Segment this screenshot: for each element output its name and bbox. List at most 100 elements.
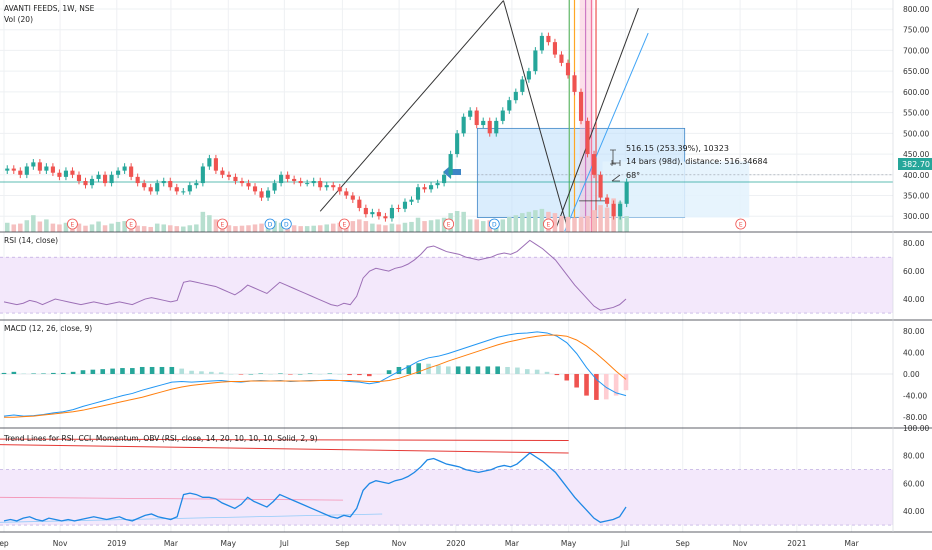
- x-tick-label: Mar: [845, 539, 860, 548]
- macd-histogram-bar: [1, 372, 7, 374]
- macd-histogram-bar: [396, 366, 402, 374]
- volume-bar: [317, 225, 323, 232]
- macd-histogram-bar: [90, 369, 96, 374]
- candle-body: [494, 120, 499, 134]
- macd-histogram-bar: [554, 374, 560, 376]
- candle-body: [168, 181, 173, 188]
- volume-bar: [520, 213, 525, 232]
- macd-histogram-bar: [120, 368, 125, 374]
- macd-tick-label: -40.00: [903, 392, 927, 401]
- candle-body: [546, 35, 551, 43]
- macd-histogram-bar: [574, 374, 579, 388]
- volume-bar: [57, 224, 62, 232]
- candle-body: [578, 91, 584, 121]
- macd-histogram-bar: [594, 374, 599, 400]
- macd-histogram-bar: [268, 374, 273, 375]
- candle-body: [344, 191, 349, 196]
- candle-body: [161, 181, 166, 184]
- price-tick-label: 400.00: [903, 171, 929, 180]
- trendline-steep: [554, 7, 639, 232]
- trendline-red-upper: [0, 438, 569, 441]
- candle-body: [624, 181, 629, 204]
- candle-body: [194, 183, 199, 186]
- candle-body: [96, 174, 101, 179]
- candle-body: [513, 91, 518, 101]
- macd-histogram-bar: [544, 371, 550, 374]
- candle-body: [200, 166, 205, 184]
- candle-body: [442, 174, 447, 184]
- earnings-marker-label: E: [447, 222, 451, 229]
- volume-bar: [115, 221, 121, 232]
- volume-bar: [409, 221, 414, 232]
- candle-body: [350, 195, 355, 200]
- rsi-title: RSI (14, close): [4, 236, 58, 245]
- candle-body: [468, 110, 473, 117]
- candle-body: [422, 187, 427, 190]
- price-tick-label: 350.00: [903, 192, 929, 201]
- macd-histogram-bar: [406, 365, 412, 374]
- volume-bar: [194, 224, 199, 232]
- macd-histogram-bar: [21, 373, 27, 374]
- candle-body: [461, 116, 466, 134]
- volume-bar: [226, 225, 232, 232]
- volume-bar: [233, 226, 238, 232]
- earnings-marker-label: E: [547, 222, 551, 229]
- candle-body: [487, 120, 492, 134]
- trendline-uptrend: [319, 0, 504, 212]
- trendline-blue: [564, 32, 649, 232]
- candle-body: [252, 186, 258, 192]
- rsi-tick-label: 80.00: [903, 239, 925, 248]
- volume-bar: [578, 216, 584, 232]
- volume-bar: [552, 213, 558, 232]
- price-tick-label: 700.00: [903, 46, 929, 55]
- x-tick-label: 2020: [446, 539, 465, 548]
- candle-body: [187, 185, 192, 192]
- macd-histogram-bar: [41, 373, 46, 374]
- price-tick-label: 500.00: [903, 129, 929, 138]
- x-tick-label: Nov: [392, 539, 407, 548]
- volume-bar: [357, 219, 362, 232]
- earnings-marker: [735, 218, 747, 230]
- macd-histogram-bar: [623, 374, 629, 391]
- volume-bar: [500, 219, 506, 232]
- volume-bar: [604, 207, 610, 232]
- trend-rsi-line: [3, 452, 627, 523]
- volume-bar: [148, 226, 153, 232]
- candle-body: [565, 62, 571, 76]
- candle-body: [415, 187, 421, 200]
- macd-histogram-bar: [139, 366, 145, 374]
- candle-body: [559, 54, 564, 63]
- macd-histogram-bar: [218, 372, 224, 374]
- volume-bar: [331, 223, 336, 232]
- measure-text-price: 516.15 (253.39%), 10323: [626, 144, 729, 153]
- candle-body: [598, 174, 603, 198]
- candle-body: [507, 100, 512, 111]
- macd-histogram-bar: [11, 371, 17, 374]
- candle-body: [429, 185, 434, 190]
- x-tick-label: Sep: [676, 539, 690, 548]
- macd-histogram-bar: [110, 368, 115, 374]
- volume-bar: [18, 223, 23, 232]
- x-tick-label: May: [221, 539, 237, 548]
- candle-body: [44, 166, 49, 171]
- volume-bar: [370, 223, 375, 232]
- volume-bar: [24, 220, 30, 232]
- volume-bar: [461, 211, 466, 232]
- macd-tick-label: 40.00: [903, 348, 925, 357]
- candle-body: [533, 50, 538, 72]
- x-tick-label: Sep: [335, 539, 349, 548]
- candle-body: [618, 203, 623, 217]
- macd-histogram-bar: [278, 373, 283, 374]
- price-tick-label: 800.00: [903, 5, 929, 14]
- macd-histogram-bar: [367, 374, 372, 377]
- candle-body: [129, 166, 134, 177]
- earnings-marker-label: E: [221, 222, 225, 229]
- candle-body: [76, 174, 82, 182]
- candle-body: [389, 207, 394, 219]
- volume-bar: [350, 221, 356, 232]
- volume-bar: [591, 210, 597, 232]
- ruler-icon: [610, 149, 616, 165]
- earnings-marker: [217, 218, 228, 230]
- candle-body: [103, 174, 108, 184]
